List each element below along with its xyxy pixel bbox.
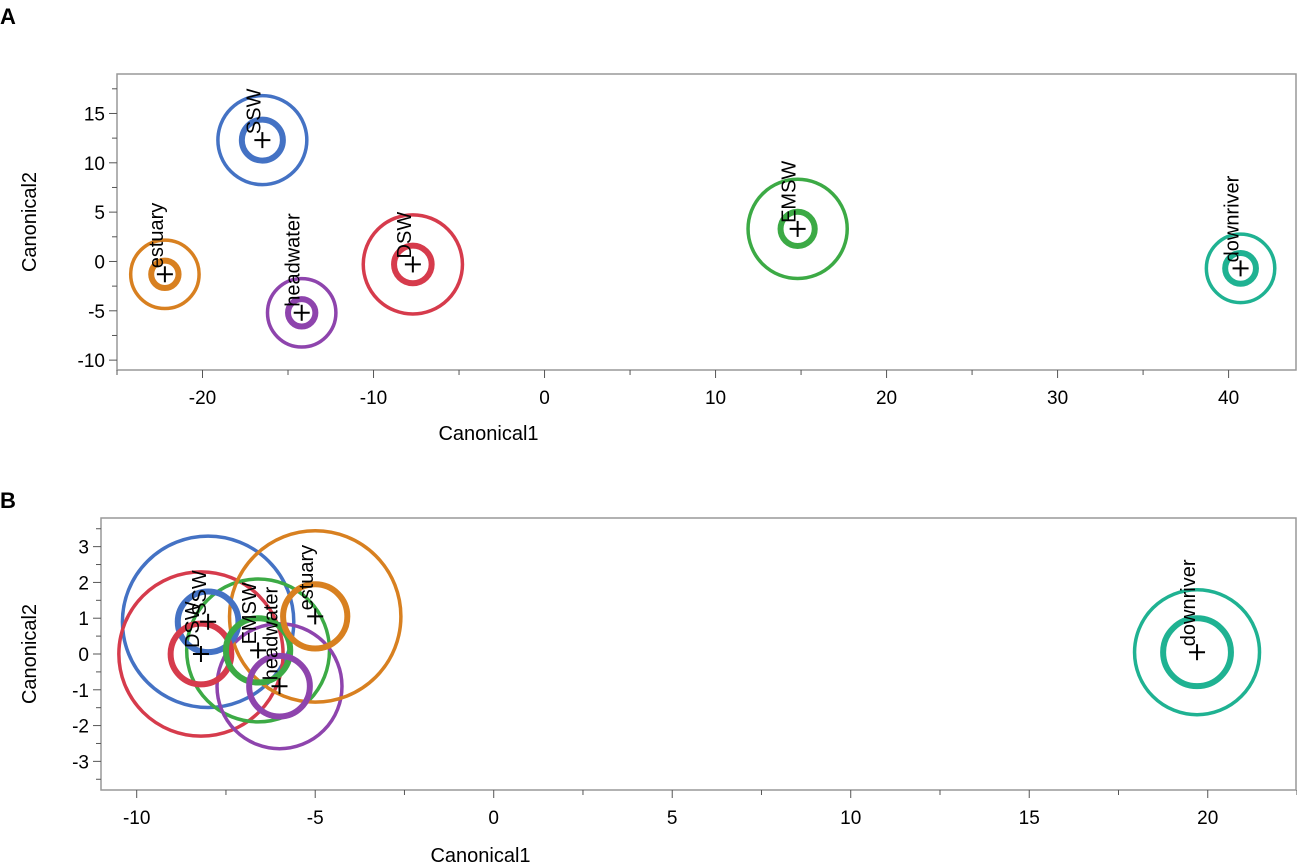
x-tick-label: 20: [1197, 808, 1218, 829]
y-tick-label: 3: [78, 538, 89, 559]
group-label-dsw: DSW: [182, 601, 204, 648]
x-tick-label: 20: [876, 388, 897, 409]
y-tick-label: 2: [78, 573, 89, 594]
inner-ring-downriver: [1222, 249, 1259, 287]
y-tick-label: 10: [84, 154, 105, 175]
x-tick-label: -10: [360, 388, 387, 409]
panel-b: B-10 -5 0 5 10 15 20-3-2-10123Canonical1Canoni…: [0, 488, 1297, 863]
x-tick-label: 40: [1218, 388, 1239, 409]
inner-ring-emsw: [222, 615, 294, 686]
inner-ring-downriver: [1160, 615, 1234, 690]
group-marks: [117, 528, 1262, 751]
y-tick-label: 5: [94, 203, 105, 224]
outer-ring-estuary: [227, 528, 403, 704]
group-label-emsw: EMSW: [239, 582, 261, 644]
plot-frame: [116, 73, 1297, 371]
group-label-headwater: headwater: [283, 213, 305, 307]
group-label-downriver: downriver: [1178, 559, 1200, 646]
x-tick-label: 30: [1047, 388, 1068, 409]
y-tick-label: 0: [78, 645, 89, 666]
x-tick-label: -10: [123, 808, 150, 829]
outer-ring-dsw: [361, 213, 465, 316]
outer-ring-headwater: [265, 276, 338, 349]
x-tick-label: 0: [488, 808, 499, 829]
y-tick-label: -3: [72, 752, 89, 773]
y-tick-label: 1: [78, 609, 89, 630]
x-tick-label: 10: [705, 388, 726, 409]
panel-a: A -20 -10 0 10 20 30 40 -10 -5 0 5 10 15 Canonical1 Can…: [0, 4, 1297, 445]
inner-ring-headwater: [285, 296, 319, 330]
inner-ring-dsw: [391, 242, 435, 287]
y-tick-label: -5: [88, 302, 105, 323]
group-label-emsw: EMSW: [779, 161, 801, 223]
outer-ring-emsw: [746, 177, 849, 281]
x-tick-label: -5: [307, 808, 324, 829]
y-tick-label: -10: [78, 351, 105, 372]
group-label-downriver: downriver: [1222, 175, 1244, 262]
y-tick-label: 0: [94, 252, 105, 273]
outer-ring-estuary: [128, 238, 201, 311]
y-axis-title: Canonical2: [19, 604, 41, 704]
outer-ring-downriver: [1204, 232, 1277, 305]
outer-ring-ssw: [120, 534, 296, 710]
outer-ring-ssw: [216, 93, 309, 187]
x-tick-label: 10: [840, 808, 861, 829]
y-axis-title: Canonical2: [19, 172, 41, 272]
inner-ring-estuary: [148, 257, 182, 291]
x-axis-title: Canonical1: [438, 423, 538, 445]
x-axis-title: Canonical1: [430, 845, 530, 863]
group-label-estuary: estuary: [146, 203, 168, 269]
outer-ring-downriver: [1132, 587, 1262, 717]
y-tick-label: -2: [72, 717, 89, 738]
inner-ring-emsw: [777, 208, 818, 250]
inner-ring-ssw: [238, 116, 286, 164]
inner-ring-estuary: [280, 581, 351, 652]
x-tick-label: 5: [667, 808, 678, 829]
group-label-estuary: estuary: [296, 545, 318, 611]
inner-ring-headwater: [246, 652, 313, 720]
group-label-ssw: SSW: [243, 88, 265, 134]
panel-letter: B: [0, 488, 16, 513]
group-label-ssw: SSW: [189, 570, 211, 616]
group-marks: [128, 93, 1277, 349]
x-tick-label: 0: [539, 388, 550, 409]
x-tick-label: 15: [1019, 808, 1040, 829]
x-tick-label: -20: [189, 388, 216, 409]
inner-ring-dsw: [167, 620, 235, 688]
group-label-headwater: headwater: [261, 586, 283, 680]
y-tick-label: 15: [84, 104, 105, 125]
y-tick-label: -1: [72, 681, 89, 702]
group-label-dsw: DSW: [394, 212, 416, 259]
panel-letter: A: [0, 4, 16, 29]
